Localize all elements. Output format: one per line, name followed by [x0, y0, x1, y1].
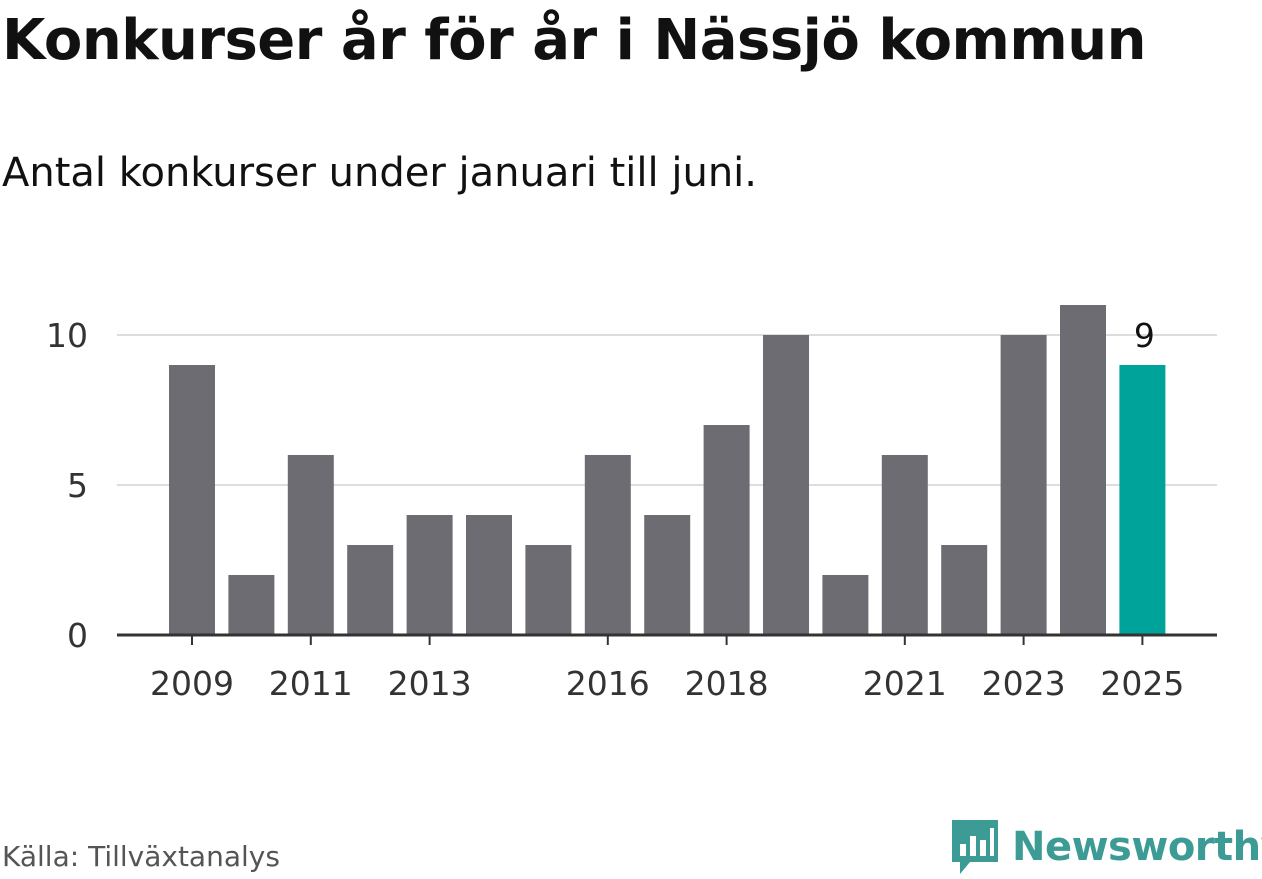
y-tick-label: 5: [67, 466, 88, 505]
x-tick-label: 2023: [982, 664, 1066, 703]
gridlines: [117, 334, 1217, 486]
x-tick-label: 2013: [388, 664, 472, 703]
y-axis-ticks: 0 5 10: [46, 316, 88, 655]
data-label: 9: [1134, 316, 1155, 355]
x-axis-ticks: 2009 2011 2013 2016 2018 2021 2023 2025: [150, 635, 1184, 703]
bars: [169, 305, 1166, 635]
source-note: Källa: Tillväxtanalys: [2, 840, 280, 873]
x-tick-label: 2021: [863, 664, 947, 703]
x-tick-label: 2009: [150, 664, 234, 703]
newsworthy-logo: Newsworthy: [950, 818, 1262, 876]
bar-2019: [763, 335, 809, 635]
bar-2014: [466, 515, 512, 635]
bar-2015: [525, 545, 572, 635]
bar-chart-speech-icon: [952, 820, 998, 874]
y-tick-label: 0: [67, 616, 88, 655]
bar-2022: [941, 545, 988, 635]
bar-2023: [1000, 335, 1047, 635]
bar-2013: [406, 515, 453, 635]
bar-2009: [169, 365, 215, 635]
x-tick-label: 2018: [685, 664, 769, 703]
bar-2024: [1060, 305, 1106, 635]
bar-2012: [347, 545, 394, 635]
bar-2010: [228, 575, 275, 635]
bar-2011: [287, 455, 334, 635]
x-tick-label: 2025: [1100, 664, 1184, 703]
bar-2018: [703, 425, 750, 635]
bar-2017: [644, 515, 691, 635]
bar-2016: [584, 455, 631, 635]
bar-2025: [1119, 365, 1166, 635]
bar-2020: [822, 575, 869, 635]
data-labels: 9: [1134, 316, 1155, 355]
x-tick-label: 2016: [566, 664, 650, 703]
y-tick-label: 10: [46, 316, 88, 355]
chart-subtitle: Antal konkurser under januari till juni.: [2, 150, 757, 196]
chart-title: Konkurser år för år i Nässjö kommun: [2, 8, 1146, 73]
x-tick-label: 2011: [269, 664, 353, 703]
bar-chart: 0 5 10 2009 2011 2013 2016 2018 2021 2023 2025 9: [46, 305, 1217, 703]
logo-text: Newsworthy: [1012, 824, 1262, 870]
bar-2021: [881, 455, 928, 635]
